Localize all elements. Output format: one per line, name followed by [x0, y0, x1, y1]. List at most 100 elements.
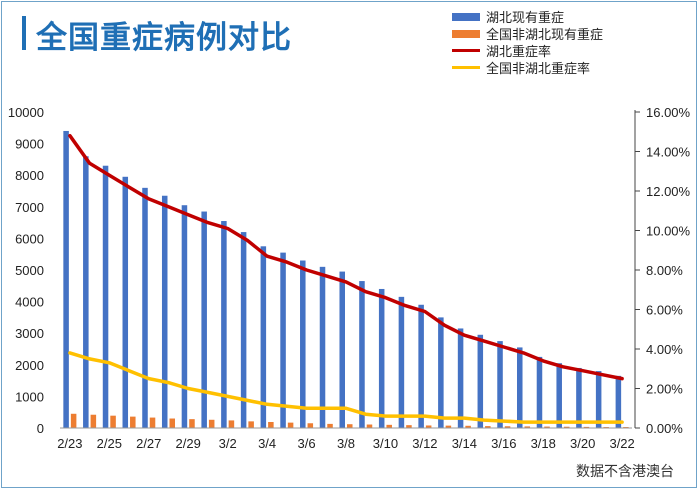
bar-hubei-current [595, 371, 602, 428]
bar-non-hubei-current [583, 426, 590, 428]
y-left-tick-label: 3000 [15, 326, 44, 341]
x-tick-label: 2/27 [136, 436, 161, 451]
x-tick-label: 2/29 [176, 436, 201, 451]
legend-label-non-hubei-rate: 全国非湖北重症率 [486, 61, 591, 76]
bar-hubei-current [615, 375, 622, 428]
x-tick-label: 3/20 [570, 436, 595, 451]
bar-hubei-current [359, 281, 365, 428]
bar-hubei-current [497, 341, 503, 428]
bar-hubei-current [221, 221, 227, 428]
y-left-tick-label: 5000 [15, 263, 44, 278]
x-tick-label: 3/22 [609, 436, 634, 451]
bar-non-hubei-current [307, 423, 314, 428]
bar-hubei-current [576, 367, 582, 428]
legend-label-non-hubei-bar: 全国非湖北现有重症 [486, 27, 604, 42]
y-left-tick-label: 2000 [15, 358, 44, 373]
bar-hubei-current [398, 296, 405, 428]
legend-label-hubei-bar: 湖北现有重症 [486, 10, 565, 25]
y-left-tick-label: 1000 [15, 389, 44, 404]
legend-item-non-hubei-bar: 全国非湖北现有重症 [452, 25, 603, 42]
bar-non-hubei-current [268, 421, 274, 428]
bar-hubei-current [339, 271, 345, 428]
legend-item-non-hubei-rate: 全国非湖北重症率 [452, 59, 603, 76]
bar-hubei-current [457, 328, 464, 428]
y-left-tick-label: 6000 [15, 231, 44, 246]
line-hubei-rate [68, 133, 624, 381]
legend-swatch-hubei-bar [452, 12, 480, 21]
x-tick-label: 3/16 [491, 436, 516, 451]
x-tick-label: 3/10 [373, 436, 398, 451]
bar-non-hubei-current [189, 419, 195, 428]
x-tick-label: 3/12 [412, 436, 437, 451]
bar-hubei-current [102, 165, 109, 428]
x-tick-label: 3/18 [531, 436, 556, 451]
y-left-tick-label: 7000 [15, 200, 44, 215]
y-right-tick-label: 4.00% [646, 342, 683, 357]
bar-hubei-current [122, 176, 129, 428]
legend-item-hubei-rate: 湖北重症率 [452, 42, 603, 59]
bar-non-hubei-current [327, 423, 333, 428]
bar-non-hubei-current [425, 425, 432, 428]
legend-swatch-non-hubei-bar [452, 29, 480, 38]
bar-non-hubei-current [90, 414, 97, 428]
legend-item-hubei-bar: 湖北现有重症 [452, 8, 603, 25]
bar-non-hubei-current [386, 424, 392, 428]
bar-hubei-current [161, 195, 168, 428]
bar-hubei-current [280, 252, 286, 428]
bar-non-hubei-current [149, 417, 156, 428]
bar-non-hubei-current [70, 413, 77, 428]
bar-hubei-current [477, 334, 484, 428]
bar-hubei-current [516, 347, 523, 428]
bar-non-hubei-current [366, 424, 373, 428]
bar-non-hubei-current [110, 415, 116, 428]
bar-non-hubei-current [347, 424, 353, 428]
legend-line-hubei-rate [452, 49, 480, 52]
y-left-tick-label: 4000 [15, 295, 44, 310]
title-accent-bar [22, 16, 26, 50]
legend-line-non-hubei-rate [452, 66, 480, 69]
bar-hubei-current [260, 246, 267, 428]
y-right-tick-label: 14.00% [646, 145, 691, 160]
bar-hubei-current [83, 156, 89, 429]
y-left-tick-label: 0 [37, 421, 44, 436]
y-left-tick-label: 10000 [8, 105, 44, 120]
y-right-tick-label: 10.00% [646, 224, 691, 239]
x-tick-label: 3/6 [298, 436, 316, 451]
x-tick-label: 3/14 [452, 436, 477, 451]
bar-hubei-current [300, 260, 306, 428]
bar-non-hubei-current [485, 426, 491, 428]
chart-title: 全国重症病例对比 [36, 20, 292, 56]
bar-non-hubei-current [169, 418, 176, 428]
bar-non-hubei-current [524, 426, 531, 428]
line-non-hubei-rate [68, 351, 624, 424]
bar-non-hubei-current [465, 425, 471, 428]
y-right-tick-label: 0.00% [646, 421, 683, 436]
y-right-tick-label: 2.00% [646, 382, 683, 397]
bar-hubei-current [378, 288, 385, 428]
x-tick-label: 3/8 [337, 436, 355, 451]
bar-hubei-current [556, 363, 562, 428]
legend: 湖北现有重症 全国非湖北现有重症 湖北重症率 全国非湖北重症率 [452, 8, 603, 76]
bar-hubei-current [418, 304, 424, 428]
y-right-tick-label: 8.00% [646, 263, 683, 278]
x-tick-label: 3/2 [219, 436, 237, 451]
bar-hubei-current [63, 130, 69, 428]
bar-non-hubei-current [228, 420, 235, 428]
source-note: 数据不含港澳台 [576, 464, 674, 480]
y-right-tick-label: 12.00% [646, 184, 691, 199]
bar-non-hubei-current [445, 425, 452, 428]
bar-non-hubei-current [544, 426, 550, 428]
bar-non-hubei-current [563, 426, 570, 428]
bar-hubei-current [201, 211, 207, 428]
bar-hubei-current [438, 317, 444, 428]
y-right-tick-label: 16.00% [646, 105, 691, 120]
y-left-tick-label: 8000 [15, 168, 44, 183]
bar-hubei-current [536, 356, 543, 428]
bar-hubei-current [319, 266, 326, 428]
legend-label-hubei-rate: 湖北重症率 [486, 44, 552, 59]
x-tick-label: 2/25 [97, 436, 122, 451]
bar-hubei-current [181, 205, 188, 428]
x-tick-label: 3/4 [258, 436, 276, 451]
bar-non-hubei-current [504, 426, 511, 428]
